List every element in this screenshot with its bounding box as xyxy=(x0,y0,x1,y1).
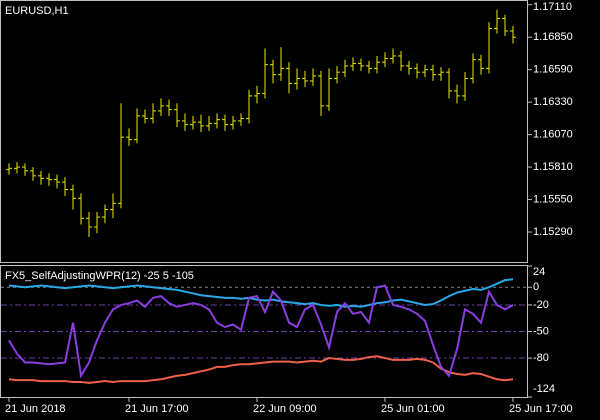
y-tick-label: 0 xyxy=(533,281,539,293)
y-tick-label: 1.17110 xyxy=(533,1,572,13)
y-tick-label: -20 xyxy=(533,299,549,311)
indicator-panel-frame xyxy=(0,265,528,398)
indicator-line xyxy=(8,278,514,308)
y-tick-label: 1.15290 xyxy=(533,226,573,238)
y-tick-label: 1.15810 xyxy=(533,161,573,173)
y-tick-label: 1.15550 xyxy=(533,193,573,205)
y-tick-label: 1.16850 xyxy=(533,31,573,43)
x-tick-label: 21 Jun 2018 xyxy=(5,403,66,415)
x-tick-label: 22 Jun 09:00 xyxy=(253,403,317,415)
x-tick-label: 25 Jun 17:00 xyxy=(509,403,573,415)
y-tick-label: 1.16330 xyxy=(533,96,573,108)
price-panel-frame xyxy=(0,0,528,263)
y-tick-label: 24 xyxy=(533,266,545,278)
y-tick-label: -50 xyxy=(533,325,549,337)
x-tick-label: 25 Jun 01:00 xyxy=(381,403,445,415)
y-tick-label: 1.16070 xyxy=(533,129,573,141)
indicator-line xyxy=(8,284,514,379)
y-tick-label: 1.16590 xyxy=(533,64,573,76)
y-tick-label: -124 xyxy=(533,383,555,395)
y-tick-label: -80 xyxy=(533,352,549,364)
x-tick-label: 21 Jun 17:00 xyxy=(125,403,189,415)
indicator-title: FX5_SelfAdjustingWPR(12) -25 5 -105 xyxy=(5,270,194,282)
indicator-line xyxy=(8,355,514,384)
chart-title: EURUSD,H1 xyxy=(5,5,69,17)
